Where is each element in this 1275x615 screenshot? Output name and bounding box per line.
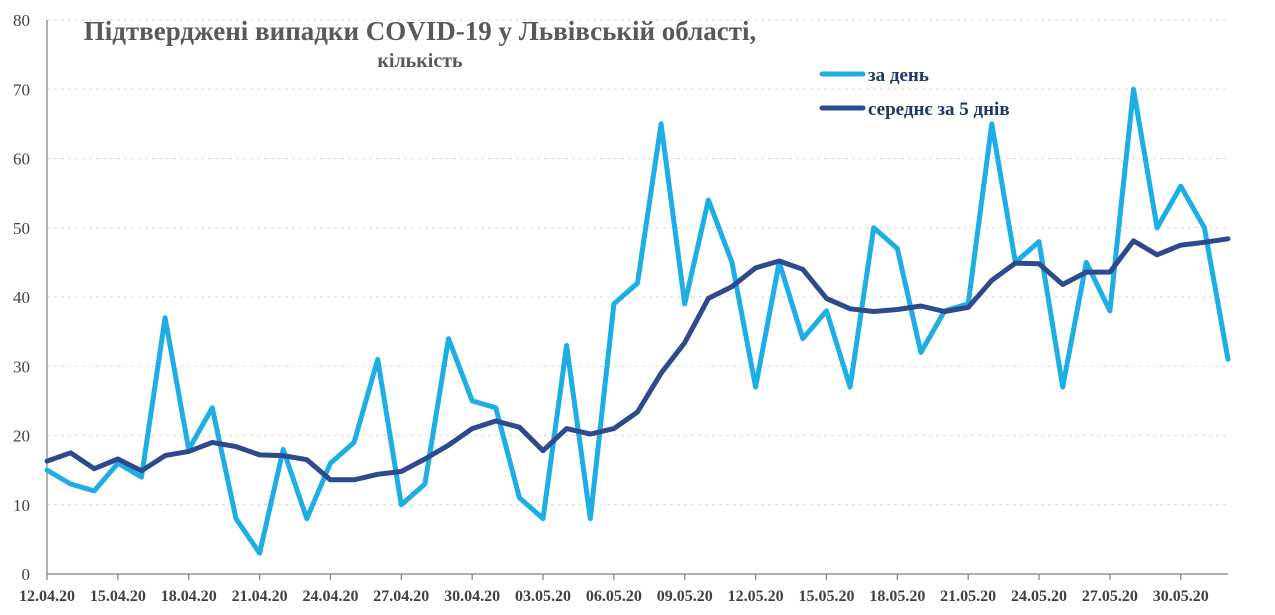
y-tick-label: 10 (13, 496, 30, 515)
y-tick-label: 50 (13, 219, 30, 238)
series-lines (44, 86, 1231, 556)
x-tick-label: 30.04.20 (444, 588, 500, 605)
x-axis: 12.04.20 15.04.20 18.04.20 21.04.20 24.04.20… (19, 573, 1228, 605)
y-axis: 0 10 20 30 40 50 60 70 80 (13, 11, 48, 584)
y-tick-label: 70 (13, 80, 30, 99)
series-line-5day-average (44, 236, 1231, 483)
y-tick-label: 30 (13, 357, 30, 376)
x-tick-label: 27.05.20 (1082, 588, 1138, 605)
x-tick-label: 12.04.20 (19, 588, 75, 605)
x-tick-label: 27.04.20 (373, 588, 429, 605)
x-tick-label: 21.05.20 (940, 588, 996, 605)
x-tick-label: 12.05.20 (728, 588, 784, 605)
x-tick-label: 15.05.20 (798, 588, 854, 605)
legend-label-daily: за день (868, 65, 929, 86)
x-tick-label: 18.04.20 (161, 588, 217, 605)
legend-label-5day-average: середнє за 5 днів (868, 99, 1010, 120)
x-tick-label: 30.05.20 (1153, 588, 1209, 605)
x-tick-label: 03.05.20 (515, 588, 571, 605)
x-tick-label: 24.04.20 (302, 588, 358, 605)
chart-title: Підтверджені випадки COVID-19 у Львівськ… (84, 16, 757, 46)
y-tick-label: 0 (22, 565, 31, 584)
chart-subtitle: кількість (377, 50, 463, 72)
x-tick-label: 21.04.20 (232, 588, 288, 605)
x-tick-label: 18.05.20 (869, 588, 925, 605)
x-tick-label: 06.05.20 (586, 588, 642, 605)
x-tick-label: 24.05.20 (1011, 588, 1067, 605)
y-tick-label: 60 (13, 150, 30, 169)
y-tick-label: 20 (13, 427, 30, 446)
y-tick-label: 40 (13, 288, 30, 307)
legend: за день середнє за 5 днів (819, 65, 1010, 120)
y-tick-label: 80 (13, 11, 30, 30)
gridlines (47, 19, 1228, 506)
x-tick-label: 15.04.20 (90, 588, 146, 605)
series-line-daily (44, 86, 1231, 556)
x-tick-label: 09.05.20 (657, 588, 713, 605)
